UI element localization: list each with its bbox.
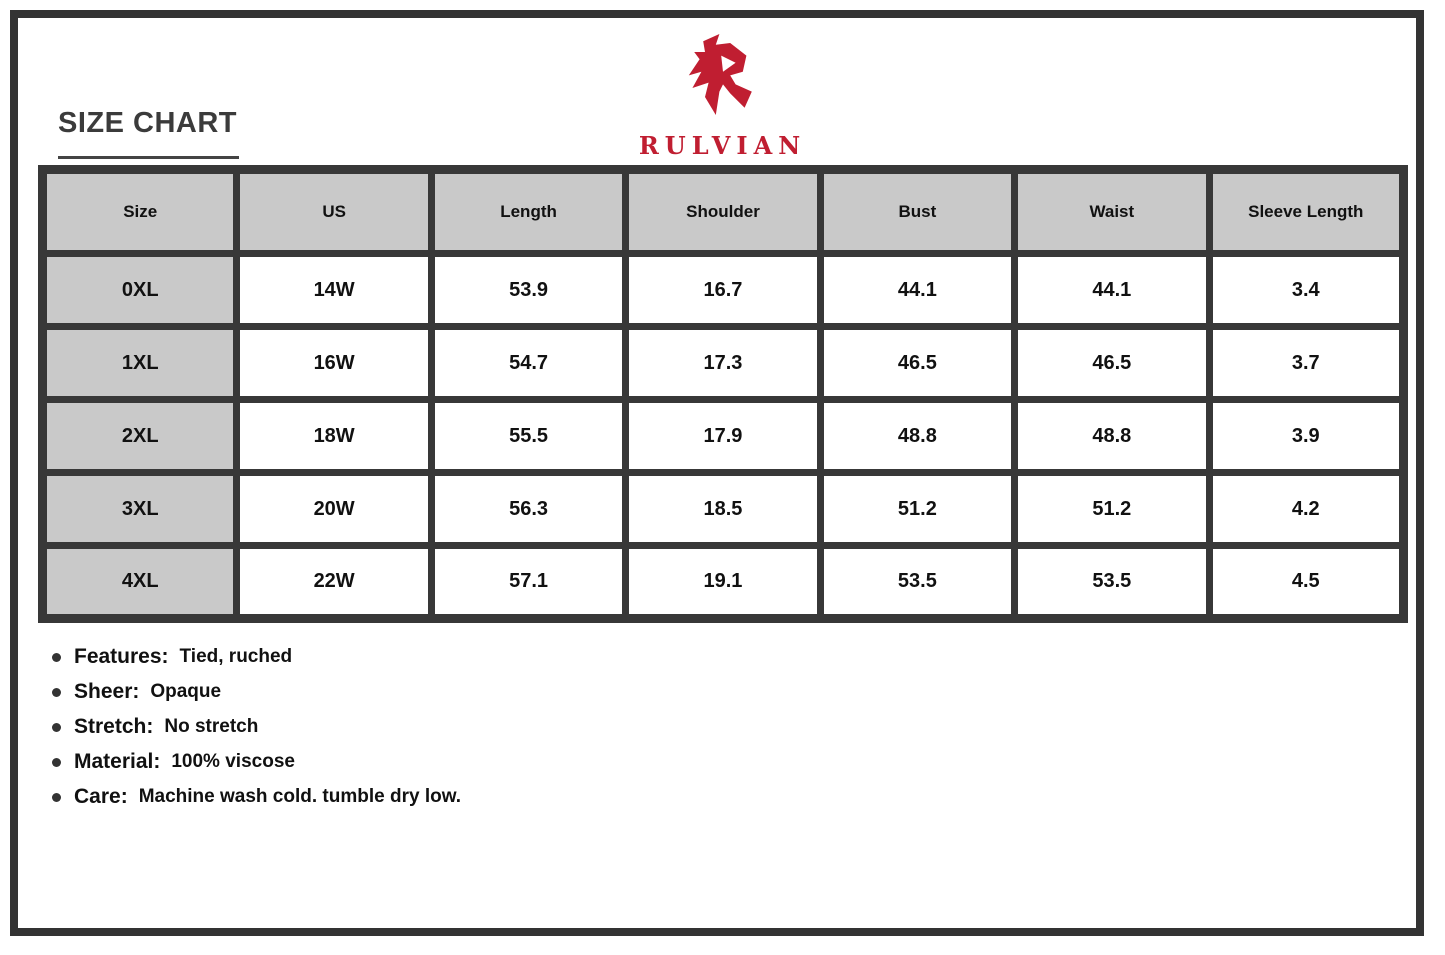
cell-sleeve: 3.9 [1205,396,1408,476]
cell-size: 4XL [38,542,241,622]
detail-label: Care: [74,785,128,808]
cell-shoulder: 18.5 [622,469,824,549]
brand-logo-r-icon [688,34,752,115]
table-row: 1XL 16W 54.7 17.3 46.5 46.5 3.7 [38,323,1408,403]
cell-length: 55.5 [427,396,630,476]
page-title: SIZE CHART [58,107,239,160]
list-item: Stretch: No stretch [52,715,461,739]
cell-sleeve: 4.2 [1205,469,1408,549]
table-header-row: Size US Length Shoulder Bust Waist Sleev… [38,166,1408,257]
cell-shoulder: 17.3 [622,323,824,403]
detail-label: Material: [74,750,161,773]
cell-shoulder: 17.9 [622,396,824,476]
header-length: Length [427,166,630,257]
brand-block: RULVIAN [0,34,1445,160]
cell-waist: 48.8 [1011,396,1213,476]
header-us: US [233,166,435,257]
detail-label: Features: [74,645,169,668]
cell-us: 14W [233,250,435,330]
bullet-icon [52,652,61,662]
cell-length: 54.7 [427,323,630,403]
detail-value: Tied, ruched [179,646,293,667]
cell-bust: 48.8 [816,396,1019,476]
cell-us: 18W [233,396,435,476]
cell-bust: 46.5 [816,323,1019,403]
cell-size: 2XL [38,396,241,476]
bullet-icon [52,722,61,732]
table-row: 2XL 18W 55.5 17.9 48.8 48.8 3.9 [38,396,1408,476]
header-waist: Waist [1011,166,1213,257]
cell-length: 56.3 [427,469,630,549]
detail-value: Opaque [150,681,222,702]
cell-sleeve: 4.5 [1205,542,1408,622]
detail-label: Sheer: [74,680,140,703]
cell-waist: 53.5 [1011,542,1213,622]
cell-waist: 46.5 [1011,323,1213,403]
header-bust: Bust [816,166,1019,257]
cell-sleeve: 3.7 [1205,323,1408,403]
cell-sleeve: 3.4 [1205,250,1408,330]
cell-bust: 51.2 [816,469,1019,549]
cell-waist: 44.1 [1011,250,1213,330]
cell-us: 22W [233,542,435,622]
cell-shoulder: 16.7 [622,250,824,330]
list-item: Material: 100% viscose [52,750,461,774]
table-row: 3XL 20W 56.3 18.5 51.2 51.2 4.2 [38,469,1408,549]
list-item: Features: Tied, ruched [52,645,461,669]
bullet-icon [52,757,61,767]
list-item: Sheer: Opaque [52,680,461,704]
list-item: Care: Machine wash cold. tumble dry low. [52,785,461,809]
header-size: Size [38,166,241,257]
header-shoulder: Shoulder [622,166,824,257]
cell-bust: 53.5 [816,542,1019,622]
bullet-icon [52,687,61,697]
cell-length: 57.1 [427,542,630,622]
cell-size: 0XL [38,250,241,330]
brand-name: RULVIAN [638,131,807,160]
cell-shoulder: 19.1 [622,542,824,622]
cell-us: 16W [233,323,435,403]
cell-us: 20W [233,469,435,549]
table-row: 0XL 14W 53.9 16.7 44.1 44.1 3.4 [38,250,1408,330]
bullet-icon [52,792,61,802]
header-sleeve-length: Sleeve Length [1205,166,1408,257]
detail-value: No stretch [164,716,259,737]
detail-value: Machine wash cold. tumble dry low. [138,786,462,807]
cell-size: 3XL [38,469,241,549]
detail-value: 100% viscose [171,751,295,772]
detail-label: Stretch: [74,715,154,738]
product-details-list: Features: Tied, ruched Sheer: Opaque Str… [52,645,461,820]
table-row: 4XL 22W 57.1 19.1 53.5 53.5 4.5 [38,542,1408,622]
cell-waist: 51.2 [1011,469,1213,549]
cell-length: 53.9 [427,250,630,330]
cell-bust: 44.1 [816,250,1019,330]
cell-size: 1XL [38,323,241,403]
size-chart-table: Size US Length Shoulder Bust Waist Sleev… [38,165,1408,623]
